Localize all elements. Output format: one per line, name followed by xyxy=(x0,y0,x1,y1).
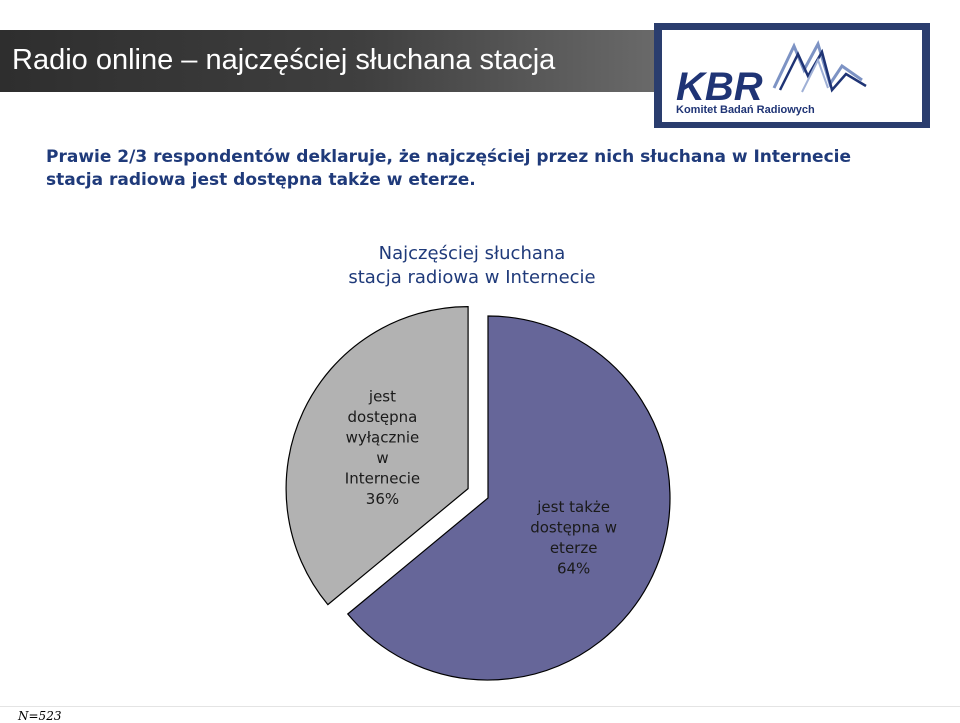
slice-0-label-line: jest xyxy=(368,388,396,406)
pie-slice-1 xyxy=(346,315,671,681)
slice-1-label-line: jest także xyxy=(536,498,610,516)
subtitle: Prawie 2/3 respondentów deklaruje, że na… xyxy=(46,147,852,190)
kbr-wave-icon: KBR xyxy=(676,40,867,109)
slice-0-value-label: 36% xyxy=(366,490,399,508)
slice-1-label-line: eterze xyxy=(550,539,598,557)
slice-0-label-line: wyłącznie xyxy=(346,429,420,447)
page-title: Radio online – najczęściej słuchana stac… xyxy=(12,44,556,76)
slice-0-label-line: w xyxy=(376,449,388,467)
slice-1-value-label: 64% xyxy=(557,560,590,578)
chart-title-line-2: stacja radiowa w Internecie xyxy=(348,267,596,288)
logo-text: KBR xyxy=(676,65,763,109)
slice-0-label-line: dostępna xyxy=(348,408,418,426)
title-bar: Radio online – najczęściej słuchana stac… xyxy=(0,30,660,92)
footer-divider xyxy=(0,706,960,707)
pie-slice-0 xyxy=(285,306,469,606)
kbr-logo: KBR Komitet Badań Radiowych xyxy=(654,23,930,128)
chart-title: Najczęściej słuchana stacja radiowa w In… xyxy=(272,242,672,290)
chart-title-line-1: Najczęściej słuchana xyxy=(378,243,566,264)
logo-caption: Komitet Badań Radiowych xyxy=(676,104,815,116)
slice-0-label-line: Internecie xyxy=(345,470,420,488)
logo-inner: KBR Komitet Badań Radiowych xyxy=(662,30,922,122)
slice-1-label-line: dostępna w xyxy=(530,519,617,537)
sample-size-note: N=523 xyxy=(18,709,62,723)
